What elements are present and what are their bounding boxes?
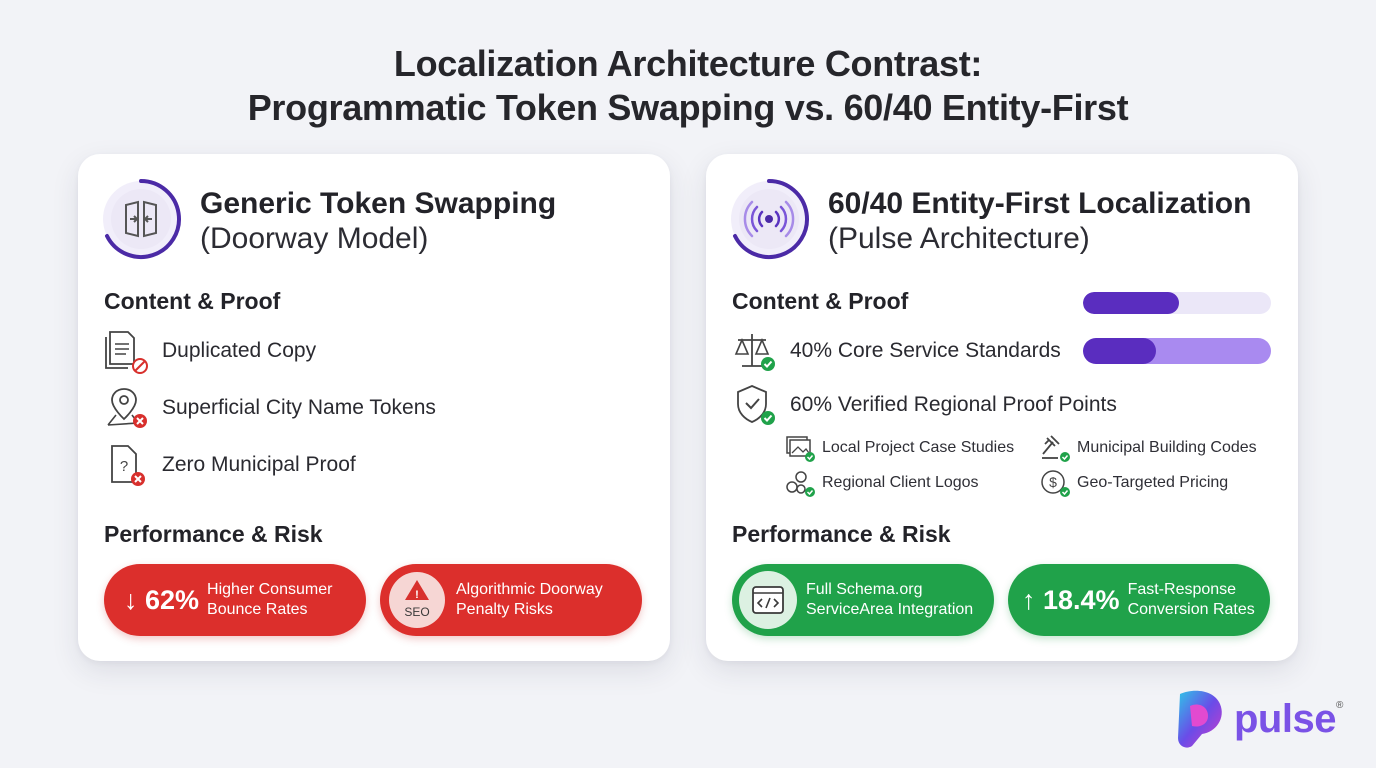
- bounce-rate-value: ↓ 62%: [124, 584, 200, 615]
- sub-item-label: Municipal Building Codes: [1077, 439, 1257, 456]
- card-title: Generic Token Swapping (Doorway Model): [200, 186, 556, 256]
- location-pin-error-icon: [107, 388, 147, 428]
- bounce-rate-line2: Bounce Rates: [207, 601, 308, 618]
- penalty-risk-line1: Algorithmic Doorway: [456, 581, 603, 598]
- seo-warning-icon: ! SEO: [389, 572, 445, 628]
- logos-check-icon: [786, 471, 815, 497]
- svg-text:?: ?: [120, 458, 128, 475]
- performance-risk-heading: Performance & Risk: [104, 521, 323, 547]
- page-title-line1: Localization Architecture Contrast:: [393, 43, 983, 84]
- sub-item: Local Project Case Studies: [784, 432, 1014, 464]
- sub-item: Regional Client Logos: [784, 467, 979, 499]
- card-title-sub: (Pulse Architecture): [828, 222, 1090, 255]
- book-doorway-icon: [103, 179, 181, 259]
- list-item: Superficial City Name Tokens: [104, 385, 436, 431]
- list-item-label: Zero Municipal Proof: [162, 453, 356, 476]
- core-standards-bar: [1083, 338, 1271, 364]
- scales-check-icon: [734, 334, 775, 371]
- conversion-rate-value: ↑ 18.4%: [1022, 584, 1120, 615]
- entity-first-card: 60/40 Entity-First Localization (Pulse A…: [706, 154, 1298, 661]
- conversion-line1: Fast-Response: [1127, 581, 1237, 598]
- list-item: Duplicated Copy: [104, 328, 316, 374]
- list-item: 60% Verified Regional Proof Points: [732, 382, 1117, 428]
- card-title-main: 60/40 Entity-First Localization: [828, 187, 1252, 220]
- schema-integration-badge: Full Schema.org ServiceArea Integration: [732, 564, 994, 636]
- sub-item: Municipal Building Codes: [1039, 432, 1257, 464]
- sub-item: $ Geo-Targeted Pricing: [1039, 467, 1228, 499]
- code-window-icon: [739, 571, 797, 629]
- conversion-rate-badge: ↑ 18.4% Fast-Response Conversion Rates: [1008, 564, 1270, 636]
- schema-integration-label: Full Schema.org ServiceArea Integration: [806, 580, 973, 620]
- page-title-line2: Programmatic Token Swapping vs. 60/40 En…: [247, 87, 1129, 128]
- content-proof-heading: Content & Proof: [732, 288, 909, 314]
- card-title-main: Generic Token Swapping: [200, 187, 557, 220]
- seo-badge-text: SEO: [404, 605, 429, 619]
- list-item-label: 60% Verified Regional Proof Points: [790, 393, 1117, 416]
- performance-risk-heading: Performance & Risk: [732, 521, 951, 547]
- svg-text:$: $: [1049, 474, 1057, 490]
- list-item-label: Superficial City Name Tokens: [162, 396, 436, 419]
- gavel-check-icon: [1042, 435, 1070, 462]
- penalty-risk-label: Algorithmic Doorway Penalty Risks: [456, 580, 603, 620]
- pulse-logo: pulse ®: [1170, 686, 1350, 752]
- schema-line2: ServiceArea Integration: [806, 601, 974, 618]
- signal-pulse-icon: [731, 179, 809, 259]
- proof-ratio-bar-fill: [1083, 292, 1179, 314]
- shield-check-icon: [737, 385, 775, 425]
- doorway-model-card: Generic Token Swapping (Doorway Model) C…: [78, 154, 670, 661]
- sub-item-label: Local Project Case Studies: [822, 439, 1015, 456]
- core-standards-bar-fill: [1083, 338, 1157, 364]
- brand-name: pulse: [1234, 696, 1336, 741]
- content-proof-heading: Content & Proof: [104, 288, 281, 314]
- list-item-label: Duplicated Copy: [162, 339, 317, 362]
- pulse-logo-icon: [1178, 690, 1222, 748]
- card-title-sub: (Doorway Model): [200, 222, 429, 255]
- penalty-risk-badge: ! SEO Algorithmic Doorway Penalty Risks: [380, 564, 642, 636]
- list-item: ? Zero Municipal Proof: [104, 442, 356, 488]
- bounce-rate-label: Higher Consumer Bounce Rates: [207, 580, 332, 620]
- list-item-label: 40% Core Service Standards: [790, 339, 1061, 362]
- page-title: Localization Architecture Contrast: Prog…: [0, 42, 1376, 130]
- conversion-rate-label: Fast-Response Conversion Rates: [1128, 580, 1255, 620]
- penalty-risk-line2: Penalty Risks: [456, 601, 553, 618]
- sub-item-label: Geo-Targeted Pricing: [1077, 474, 1229, 491]
- svg-text:!: !: [415, 589, 419, 601]
- conversion-line2: Conversion Rates: [1127, 601, 1255, 618]
- document-blocked-icon: [105, 331, 148, 374]
- card-title: 60/40 Entity-First Localization (Pulse A…: [828, 186, 1251, 256]
- dollar-check-icon: $: [1041, 470, 1070, 497]
- brand-registered-mark: ®: [1335, 700, 1344, 711]
- bounce-rate-badge: ↓ 62% Higher Consumer Bounce Rates: [104, 564, 366, 636]
- images-check-icon: [786, 436, 815, 462]
- sub-item-label: Regional Client Logos: [822, 474, 979, 491]
- proof-ratio-bar: [1083, 292, 1271, 314]
- bounce-rate-line1: Higher Consumer: [207, 581, 333, 598]
- schema-line1: Full Schema.org: [806, 581, 923, 598]
- question-document-error-icon: ?: [111, 445, 145, 486]
- list-item: 40% Core Service Standards: [732, 328, 1061, 374]
